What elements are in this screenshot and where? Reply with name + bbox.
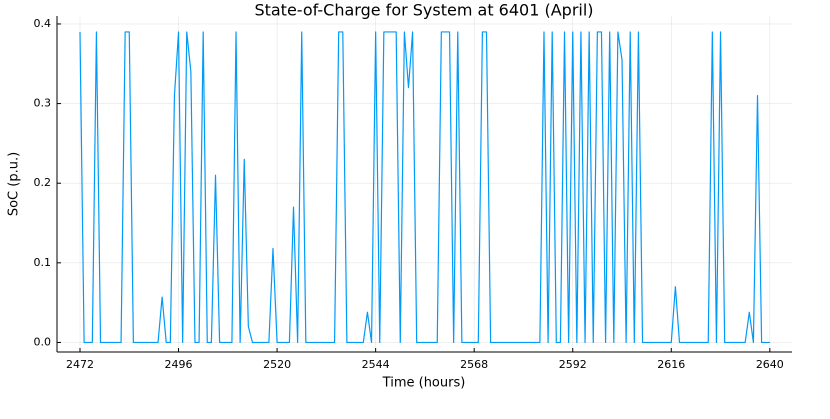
series-line xyxy=(79,31,770,344)
y-tick-label: 0.1 xyxy=(34,256,52,269)
x-tick-label: 2544 xyxy=(362,358,390,371)
x-tick-label: 2616 xyxy=(657,358,685,371)
y-tick-label: 0.2 xyxy=(34,176,52,189)
x-tick-label: 2520 xyxy=(263,358,291,371)
x-tick-label: 2592 xyxy=(559,358,587,371)
y-tick-label: 0.4 xyxy=(34,17,52,30)
y-tick-label: 0.0 xyxy=(34,335,52,348)
x-tick-label: 2472 xyxy=(66,358,94,371)
x-tick-label: 2496 xyxy=(165,358,193,371)
chart-title: State-of-Charge for System at 6401 (Apri… xyxy=(254,1,593,20)
y-axis-label: SoC (p.u.) xyxy=(7,152,22,216)
y-tick-label: 0.3 xyxy=(34,97,52,110)
x-tick-label: 2568 xyxy=(460,358,488,371)
x-axis-label: Time (hours) xyxy=(382,376,466,391)
x-tick-label: 2640 xyxy=(756,358,784,371)
